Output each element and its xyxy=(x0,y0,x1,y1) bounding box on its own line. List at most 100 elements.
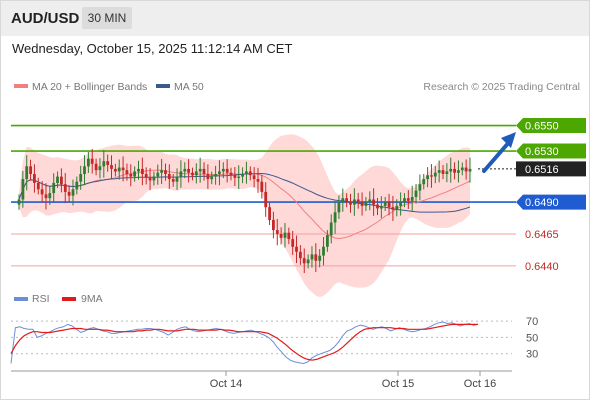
candle-body xyxy=(202,168,206,174)
candle-body xyxy=(225,168,229,173)
candle-80 xyxy=(326,230,329,252)
candle-body xyxy=(391,207,395,210)
candle-34 xyxy=(148,168,152,191)
candle-body xyxy=(287,232,291,240)
level-label-0.6440: 0.6440 xyxy=(525,261,559,273)
candle-body xyxy=(349,202,352,205)
candle-90 xyxy=(364,196,368,211)
moving-averages xyxy=(18,169,471,240)
candle-body xyxy=(83,166,86,174)
ma50-legend-label: MA 50 xyxy=(174,81,204,93)
candle-body xyxy=(345,198,348,202)
candle-55 xyxy=(229,167,233,181)
forecast-arrow-shaft xyxy=(482,139,512,173)
candle-body xyxy=(414,190,418,197)
candle-101 xyxy=(406,190,410,209)
candle-body xyxy=(75,181,79,190)
candle-6 xyxy=(40,181,44,203)
candle-body xyxy=(67,191,71,196)
candle-body xyxy=(214,174,217,177)
x-tick-label: Oct 15 xyxy=(382,378,414,390)
level-label-0.6490: 0.6490 xyxy=(516,194,586,210)
candle-body xyxy=(98,166,102,171)
candle-1 xyxy=(21,170,25,208)
candle-87 xyxy=(353,188,356,216)
ma20-legend-label: MA 20 + Bollinger Bands xyxy=(32,81,147,93)
candle-22 xyxy=(102,150,106,178)
candle-body xyxy=(283,232,287,238)
candle-body xyxy=(460,167,464,171)
candle-body xyxy=(114,168,117,172)
candle-69 xyxy=(283,222,287,248)
candle-body xyxy=(430,175,433,177)
candle-body xyxy=(133,171,136,177)
candle-68 xyxy=(279,227,283,245)
candle-98 xyxy=(395,199,399,217)
candle-84 xyxy=(341,188,345,212)
candle-body xyxy=(206,174,210,180)
candle-body xyxy=(63,184,67,192)
candle-30 xyxy=(133,166,136,182)
symbol-title: AUD/USD xyxy=(11,10,80,27)
candle-body xyxy=(164,170,167,174)
bollinger-band-area xyxy=(19,134,470,298)
candle-body xyxy=(302,258,306,264)
candle-23 xyxy=(106,154,110,172)
candle-78 xyxy=(318,249,322,268)
candle-112 xyxy=(449,157,453,183)
candle-3 xyxy=(29,159,32,181)
candle-body xyxy=(310,254,314,260)
candle-21 xyxy=(98,158,102,179)
candle-26 xyxy=(117,159,121,180)
candle-body xyxy=(406,198,410,201)
candle-body xyxy=(187,168,190,173)
forecast-arrow-head xyxy=(501,132,516,148)
candle-24 xyxy=(110,155,113,179)
candle-body xyxy=(295,246,298,252)
candle-70 xyxy=(287,227,291,245)
interval-button[interactable]: 30 MIN xyxy=(82,7,132,29)
candle-91 xyxy=(368,191,372,211)
candle-body xyxy=(275,230,279,234)
candle-45 xyxy=(191,167,194,181)
candle-114 xyxy=(457,160,460,183)
candle-102 xyxy=(410,185,414,213)
candle-body xyxy=(360,202,364,206)
candle-body xyxy=(125,170,129,174)
candle-77 xyxy=(314,243,318,272)
level-box xyxy=(516,143,586,159)
candle-86 xyxy=(349,193,352,213)
candle-111 xyxy=(445,163,449,183)
candle-76 xyxy=(310,246,314,268)
candle-body xyxy=(379,205,383,209)
level-box xyxy=(516,194,586,210)
candle-body xyxy=(25,166,29,180)
candle-16 xyxy=(79,165,83,190)
candle-25 xyxy=(114,163,117,177)
candle-13 xyxy=(67,185,71,203)
candle-52 xyxy=(218,160,221,186)
candle-body xyxy=(314,254,318,261)
candle-body xyxy=(464,167,468,172)
candle-body xyxy=(387,202,391,208)
candle-body xyxy=(110,165,113,169)
x-axis: Oct 14 Oct 15 Oct 16 xyxy=(11,370,512,390)
level-label-0.6550: 0.6550 xyxy=(516,118,586,134)
ma50-swatch xyxy=(156,84,170,88)
candle-11 xyxy=(60,168,63,193)
candle-31 xyxy=(137,160,140,180)
candle-61 xyxy=(252,167,256,188)
candle-40 xyxy=(171,174,175,187)
candle-body xyxy=(183,168,187,172)
candle-18 xyxy=(87,152,90,173)
candle-body xyxy=(333,212,337,223)
candle-body xyxy=(179,171,183,177)
candle-body xyxy=(40,189,44,195)
candle-body xyxy=(144,174,148,178)
candle-93 xyxy=(376,197,379,216)
candle-body xyxy=(353,199,356,205)
candle-body xyxy=(418,184,422,191)
candle-body xyxy=(433,172,437,177)
candle-body xyxy=(279,234,283,238)
candle-58 xyxy=(241,167,244,184)
